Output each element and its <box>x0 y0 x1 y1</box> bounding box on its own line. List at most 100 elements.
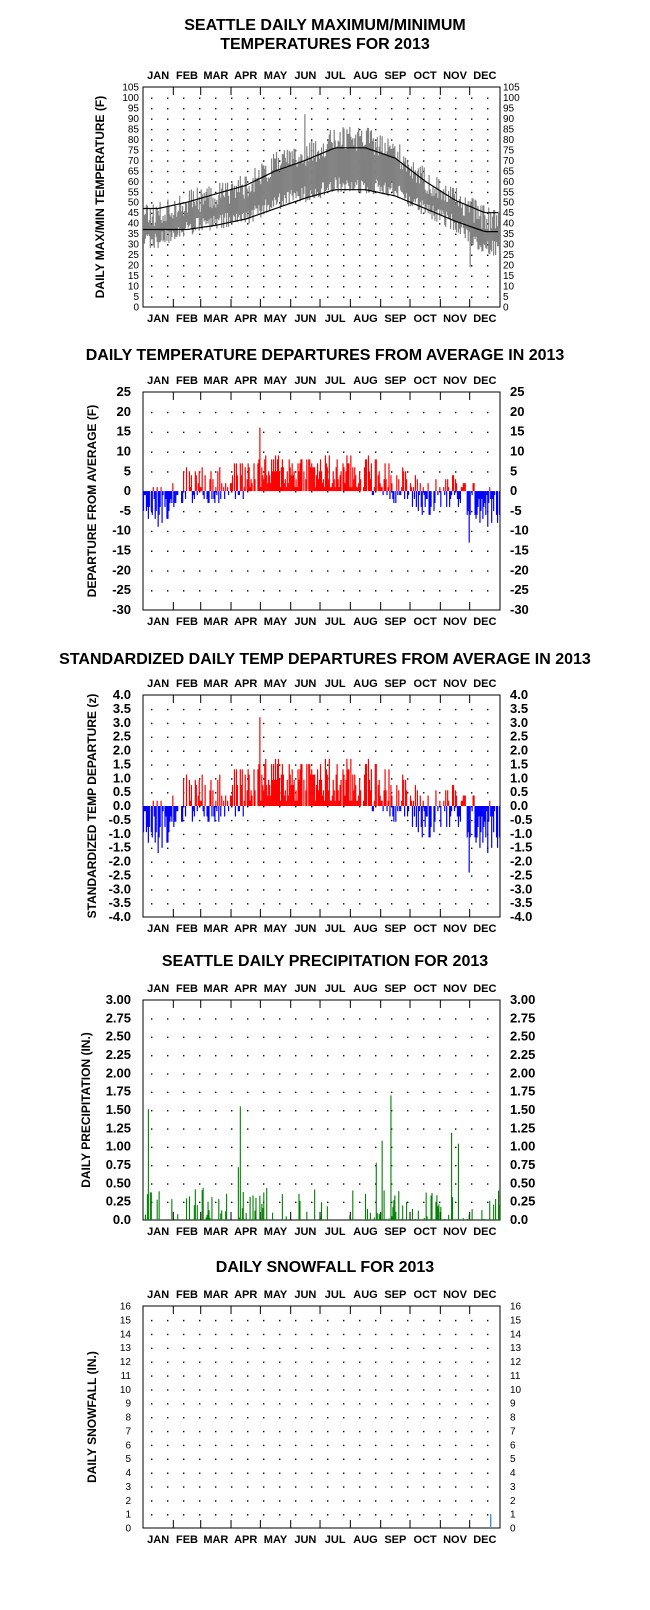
grid-dot <box>247 149 249 152</box>
grid-dots <box>151 1018 489 1204</box>
grid-dot <box>439 411 441 414</box>
y-tick-label-right: 50 <box>503 198 515 209</box>
grid-dot <box>487 792 489 794</box>
grid-dot <box>423 875 425 877</box>
grid-dot <box>423 1091 425 1094</box>
grid-dot <box>391 296 393 298</box>
grid-dot <box>311 1036 313 1039</box>
grid-dot <box>199 875 201 877</box>
grid-dot <box>471 764 473 766</box>
grid-dot <box>487 1417 489 1419</box>
grid-dot <box>183 550 185 552</box>
grid-dot <box>247 128 249 131</box>
grid-dot <box>359 1073 361 1075</box>
grid-dot <box>327 1018 329 1020</box>
grid-dot <box>327 764 329 766</box>
grid-dot <box>279 1472 281 1474</box>
grid-dot <box>295 471 297 473</box>
grid-dot <box>455 1347 457 1350</box>
grid-dot <box>263 736 265 739</box>
grid-dot <box>151 708 153 711</box>
grid-dot <box>167 1110 169 1112</box>
grid-dot <box>311 118 313 120</box>
month-label-bottom: JUL <box>325 1534 346 1546</box>
grid-dot <box>151 903 153 905</box>
grid-dot <box>199 411 201 414</box>
grid-dot <box>279 1036 281 1039</box>
grid-dot <box>247 833 249 836</box>
grid-dot <box>295 411 297 414</box>
grid-dot <box>231 1458 233 1461</box>
grid-dot <box>311 1472 313 1474</box>
grid-dot <box>279 1110 281 1112</box>
grid-dot <box>263 1110 265 1112</box>
grid-dot <box>455 1073 457 1075</box>
grid-dot <box>151 889 153 891</box>
grid-dot <box>263 1514 265 1516</box>
grid-dot <box>375 722 377 725</box>
grid-dot <box>247 889 249 891</box>
grid-dot <box>343 550 345 552</box>
grid-dot <box>375 1417 377 1419</box>
grid-dot <box>231 1201 233 1204</box>
y-tick-label-left: 15 <box>128 271 140 282</box>
grid-dot <box>183 736 185 739</box>
grid-dot <box>487 722 489 725</box>
grid-dot <box>423 1514 425 1516</box>
month-label-top: FEB <box>176 1289 198 1301</box>
grid-dot <box>215 1417 217 1419</box>
month-label-bottom: NOV <box>443 616 468 628</box>
month-label-bottom: OCT <box>414 1534 438 1546</box>
grid-dot <box>359 97 361 99</box>
month-label-bottom: OCT <box>414 313 438 325</box>
grid-dot <box>407 1347 409 1350</box>
grid-dot <box>311 1403 313 1405</box>
grid-dot <box>407 819 409 822</box>
grid-dot <box>199 233 201 236</box>
grid-dot <box>439 471 441 473</box>
grid-dot <box>359 750 361 752</box>
grid-dot <box>215 570 217 572</box>
chart-1: SEATTLE DAILY MAXIMUM/MINIMUMTEMPERATURE… <box>93 17 520 325</box>
grid-dot <box>247 1018 249 1020</box>
grid-dot <box>375 107 377 110</box>
grid-dot <box>263 722 265 725</box>
y-tick-label-left: 2.5 <box>113 729 131 744</box>
grid-dot <box>183 1458 185 1461</box>
grid-dot <box>455 1110 457 1112</box>
grid-dot <box>231 223 233 225</box>
grid-dot <box>263 1458 265 1461</box>
normal-min-line <box>143 189 498 233</box>
grid-dot <box>295 903 297 905</box>
grid-dot <box>215 1444 217 1447</box>
grid-dot <box>295 1165 297 1167</box>
grid-dot <box>407 875 409 877</box>
grid-dot <box>183 903 185 905</box>
y-axis-label: DEPARTURE FROM AVERAGE (F) <box>85 405 99 597</box>
y-tick-label-left: -30 <box>112 602 131 617</box>
grid-dot <box>439 181 441 183</box>
y-tick-label-left: 25 <box>128 250 140 261</box>
y-tick-label-right: 2.75 <box>510 1010 535 1025</box>
grid-dot <box>423 736 425 739</box>
grid-dot <box>375 1055 377 1057</box>
grid-dot <box>471 107 473 110</box>
grid-dot <box>471 1073 473 1075</box>
grid-dot <box>343 1319 345 1322</box>
grid-dot <box>295 1333 297 1336</box>
grid-dot <box>391 875 393 877</box>
grid-dot <box>311 889 313 891</box>
grid-dot <box>167 590 169 592</box>
grid-dot <box>327 1486 329 1488</box>
grid-dot <box>439 275 441 277</box>
grid-dot <box>167 875 169 877</box>
grid-dot <box>343 570 345 572</box>
grid-dot <box>359 1347 361 1350</box>
grid-dot <box>183 1110 185 1112</box>
grid-dot <box>311 1389 313 1391</box>
month-label-top: MAY <box>264 1289 288 1301</box>
y-tick-label-right: 3.00 <box>510 992 535 1007</box>
grid-dot <box>231 1073 233 1075</box>
grid-dot <box>375 128 377 131</box>
grid-dot <box>167 286 169 288</box>
